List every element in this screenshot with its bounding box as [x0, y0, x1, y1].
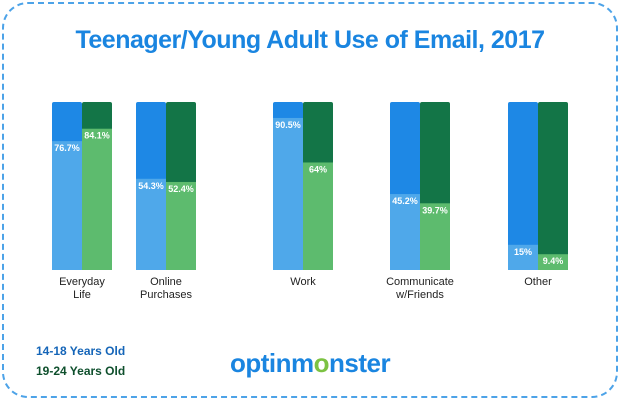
category-label: Other — [524, 276, 552, 288]
bar — [166, 181, 196, 270]
bar — [136, 178, 166, 270]
category-label: Work — [290, 276, 316, 288]
bar-track — [508, 102, 538, 270]
chart-title: Teenager/Young Adult Use of Email, 2017 — [75, 26, 545, 54]
data-label: 15% — [514, 247, 532, 257]
bar — [52, 141, 82, 270]
bar — [303, 162, 333, 270]
bar — [420, 203, 450, 270]
data-label: 45.2% — [392, 196, 418, 206]
category-label: Communicate — [386, 276, 454, 288]
bar — [508, 244, 538, 270]
data-label: 84.1% — [84, 131, 110, 141]
data-label: 90.5% — [275, 120, 301, 130]
category-label: Online — [150, 276, 182, 288]
data-label: 52.4% — [168, 184, 194, 194]
category-label: Everyday — [59, 276, 105, 288]
category-label: Purchases — [140, 289, 192, 301]
legend-14-18: 14-18 Years Old — [36, 344, 126, 358]
bar — [538, 254, 568, 270]
legend-19-24: 19-24 Years Old — [36, 364, 126, 378]
category-label: Life — [73, 289, 91, 301]
data-label: 9.4% — [543, 256, 564, 266]
bar — [390, 194, 420, 270]
data-label: 54.3% — [138, 181, 164, 191]
bar-track — [538, 102, 568, 270]
category-label: w/Friends — [395, 289, 444, 301]
data-label: 39.7% — [422, 205, 448, 215]
data-label: 64% — [309, 164, 327, 174]
optinmonster-logo: optinmonster — [230, 348, 391, 378]
bar — [273, 117, 303, 271]
bar — [82, 128, 112, 270]
data-label: 76.7% — [54, 143, 80, 153]
